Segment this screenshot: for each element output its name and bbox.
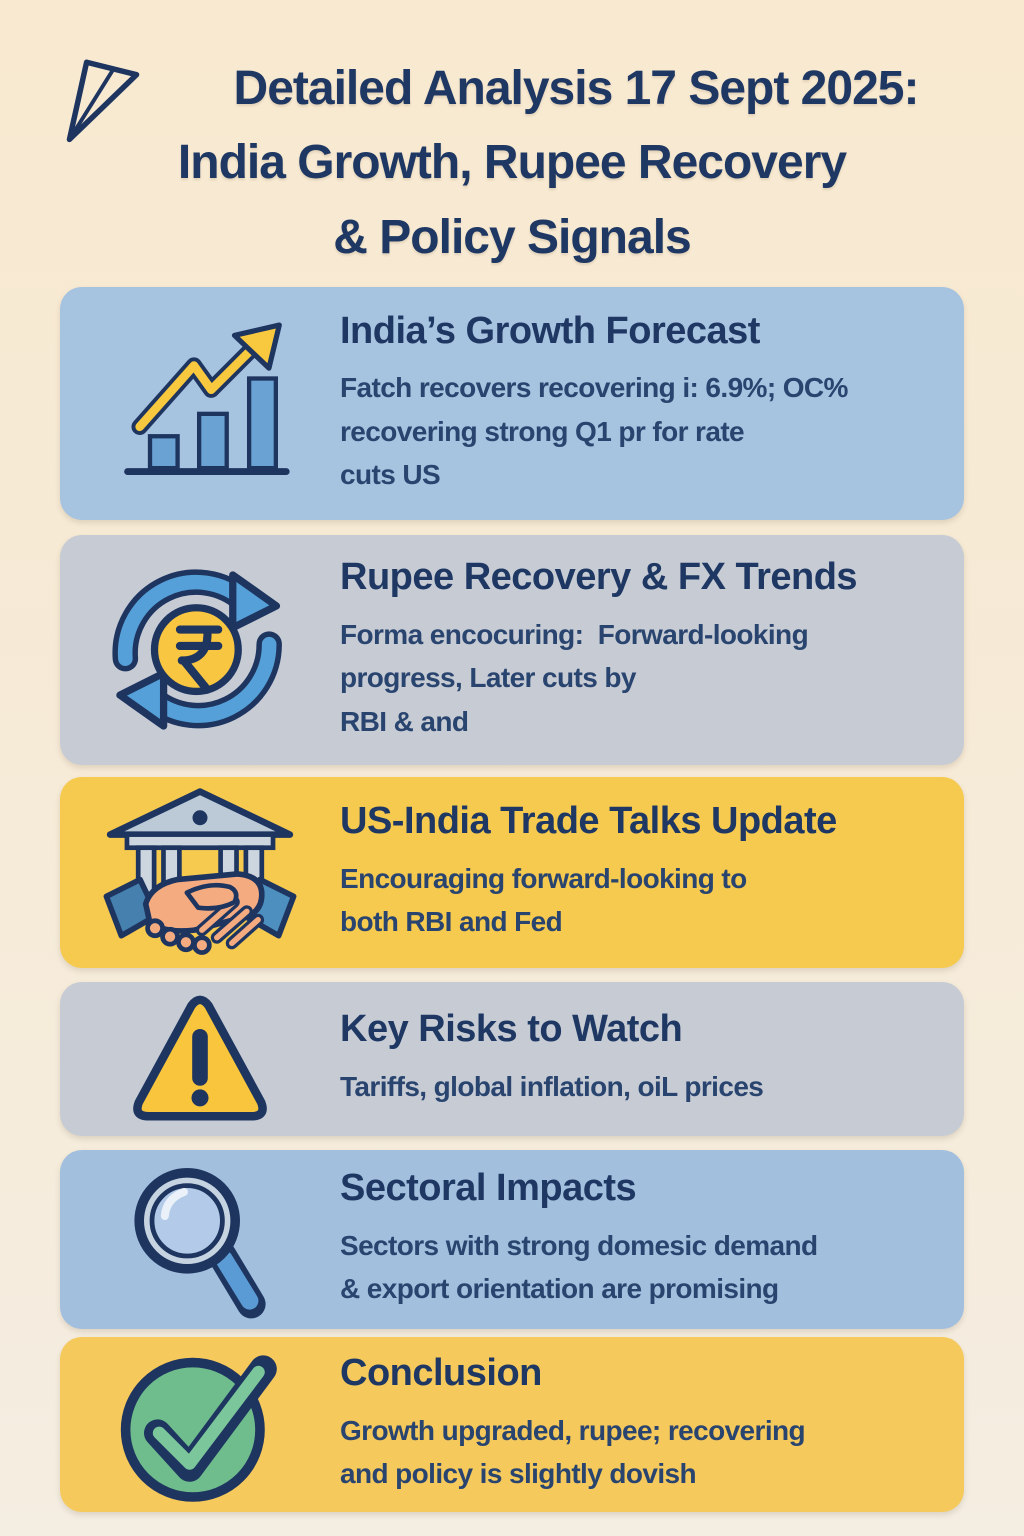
rupee-cycle-icon [112,568,282,730]
card-body: Sectors with strong domesic demand & exp… [340,1230,818,1305]
page-title-line-3: & Policy Signals [333,210,691,264]
card-title: US-India Trade Talks Update [340,800,837,843]
growth-chart-icon [124,322,290,476]
page-title-line-2: India Growth, Rupee Recovery [177,136,847,190]
card-body: Forma encocuring: Forward-looking progre… [340,618,809,737]
card-body: Fatch recovers recovering i: 6.9%; OC% r… [340,372,848,491]
card-growth-forecast: India’s Growth Forecast Fatch recovers r… [60,287,964,520]
page-title-line-1: Detailed Analysis 17 Sept 2025: [233,62,920,115]
card-title: India’s Growth Forecast [340,309,760,352]
magnifier-icon [134,1167,266,1318]
header: Detailed Analysis 17 Sept 2025: India Gr… [0,52,1024,275]
card-sectoral-impacts: Sectoral Impacts Sectors with strong dom… [60,1150,964,1329]
card-body: Tariffs, global inflation, oiL prices [340,1071,764,1103]
bank-handshake-icon [103,787,297,955]
card-body: Encouraging forward-looking to both RBI … [340,863,747,938]
card-rupee-recovery: Rupee Recovery & FX Trends Forma encocur… [60,535,964,765]
check-circle-icon [120,1354,277,1502]
card-title: Conclusion [340,1352,542,1395]
card-title: Rupee Recovery & FX Trends [340,556,858,599]
card-title: Key Risks to Watch [340,1008,683,1051]
card-conclusion: Conclusion Growth upgraded, rupee; recov… [60,1337,964,1512]
card-title: Sectoral Impacts [340,1167,637,1210]
warning-triangle-icon [133,995,267,1121]
paper-plane-icon [66,59,140,143]
card-key-risks: Key Risks to Watch Tariffs, global infla… [60,982,964,1136]
card-trade-talks: US-India Trade Talks Update Encouraging … [60,777,964,968]
card-body: Growth upgraded, rupee; recovering and p… [340,1415,806,1490]
